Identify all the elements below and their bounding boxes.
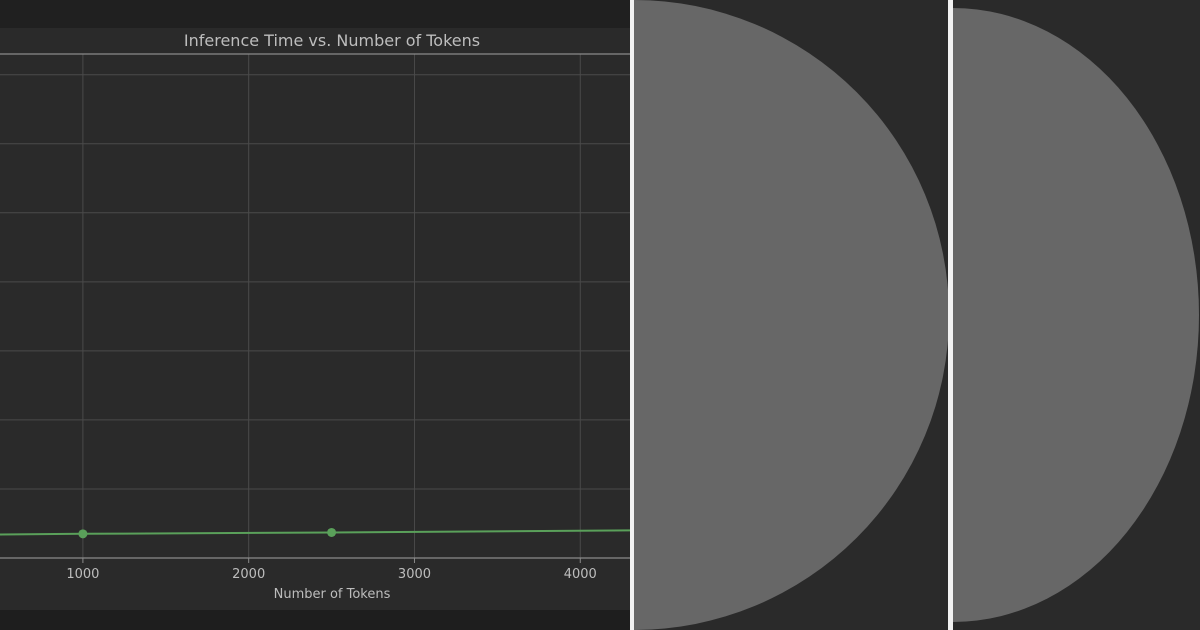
panel-divider <box>948 0 953 630</box>
panel-divider <box>630 0 634 630</box>
line-chart: 1000 2000 3000 4000 Inference Time vs. Numb… <box>0 31 630 602</box>
x-tick-label: 2000 <box>232 567 265 582</box>
half-circle-shape <box>953 8 1199 622</box>
chart-panel: 1000 2000 3000 4000 Inference Time vs. Numb… <box>0 28 630 610</box>
data-point <box>78 529 88 539</box>
top-bar <box>0 0 630 28</box>
x-tick-labels: 1000 2000 3000 4000 <box>66 558 597 582</box>
x-tick-label: 3000 <box>398 567 431 582</box>
bottom-bar <box>0 610 630 630</box>
thumbnail-panel-2[interactable] <box>953 0 1200 630</box>
x-axis-label: Number of Tokens <box>274 587 391 602</box>
grid <box>0 54 630 558</box>
x-tick-label: 4000 <box>564 567 597 582</box>
thumbnail-panel-1[interactable] <box>634 0 948 630</box>
chart-title: Inference Time vs. Number of Tokens <box>184 31 480 50</box>
x-tick-label: 1000 <box>66 567 99 582</box>
series <box>0 527 630 539</box>
axes <box>0 53 630 559</box>
half-circle-shape <box>634 0 948 630</box>
data-point <box>327 527 337 537</box>
series-line <box>0 529 630 536</box>
